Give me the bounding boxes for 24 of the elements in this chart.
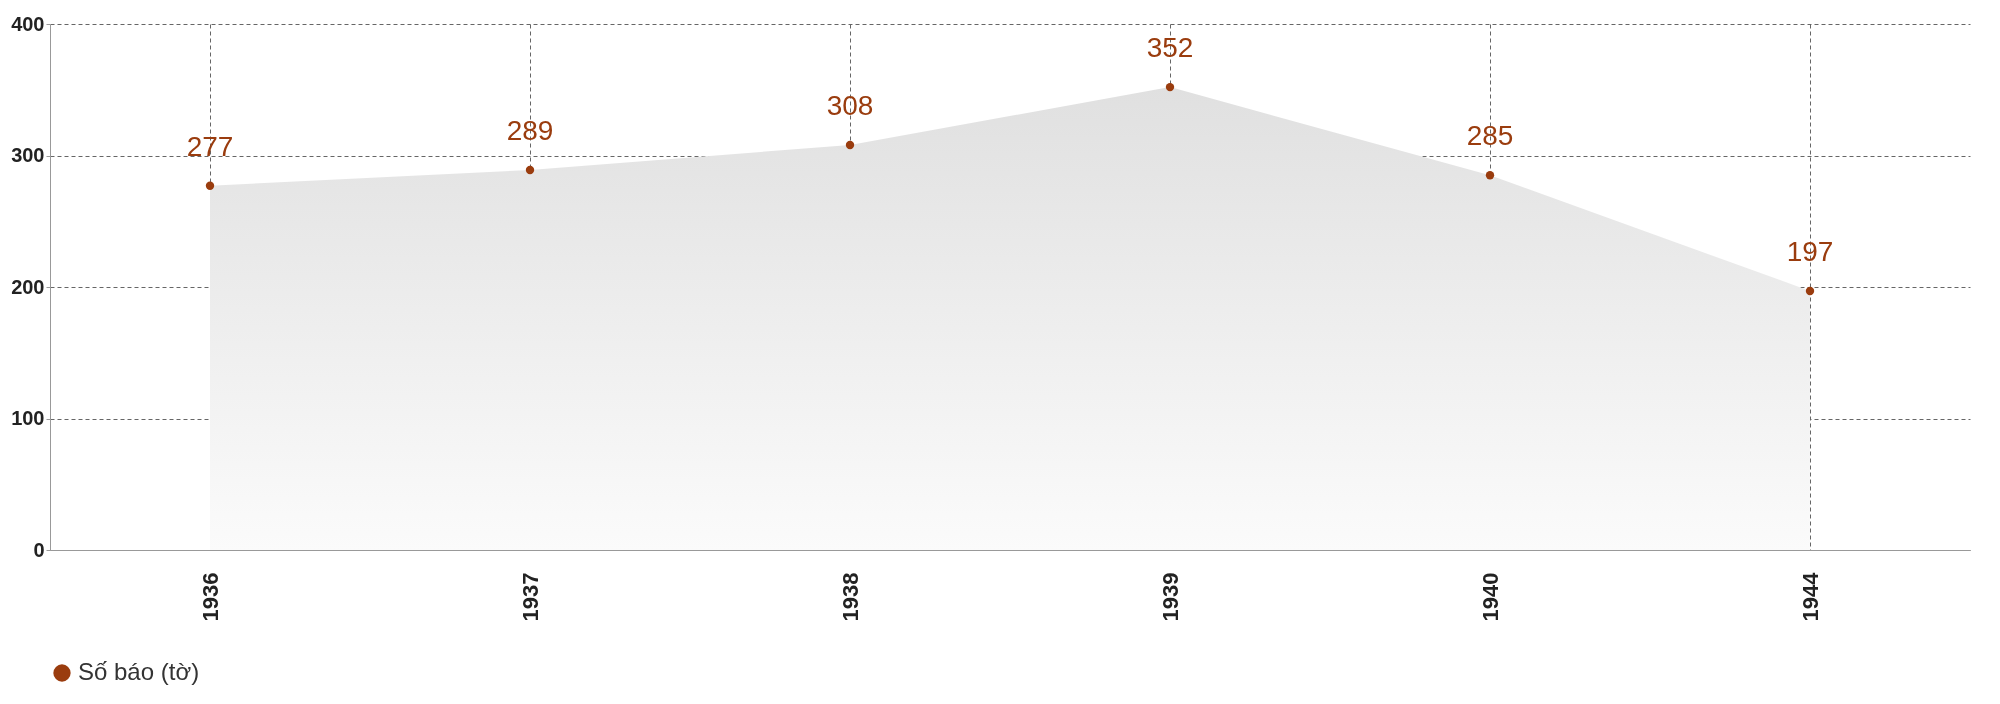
x-tick-label: 1939 [1157,572,1183,622]
data-label: 285 [1466,120,1514,152]
x-tick-label: 1936 [197,572,223,622]
point [1805,286,1815,296]
x-tick-label: 1944 [1797,571,1823,622]
y-tick-label: 300 [11,144,45,166]
data-label: 352 [1146,32,1194,64]
point [525,165,535,175]
point [1165,82,1175,92]
x-tick-label: 1938 [837,572,863,622]
legend-label: Số báo (tờ) [78,658,200,685]
point [845,140,855,150]
point [205,181,215,190]
y-tick-label: 0 [33,538,45,561]
data-label: 289 [506,114,554,146]
y-tick-label: 400 [11,12,45,35]
data-label: 308 [826,89,874,121]
x-tick-label: 1940 [1477,572,1503,622]
y-tick-label: 100 [11,407,45,429]
data-label: 277 [186,130,234,162]
x-tick-label: 1937 [517,572,543,622]
point [1485,171,1495,180]
y-tick-label: 200 [11,275,45,298]
data-label: 197 [1786,235,1834,267]
